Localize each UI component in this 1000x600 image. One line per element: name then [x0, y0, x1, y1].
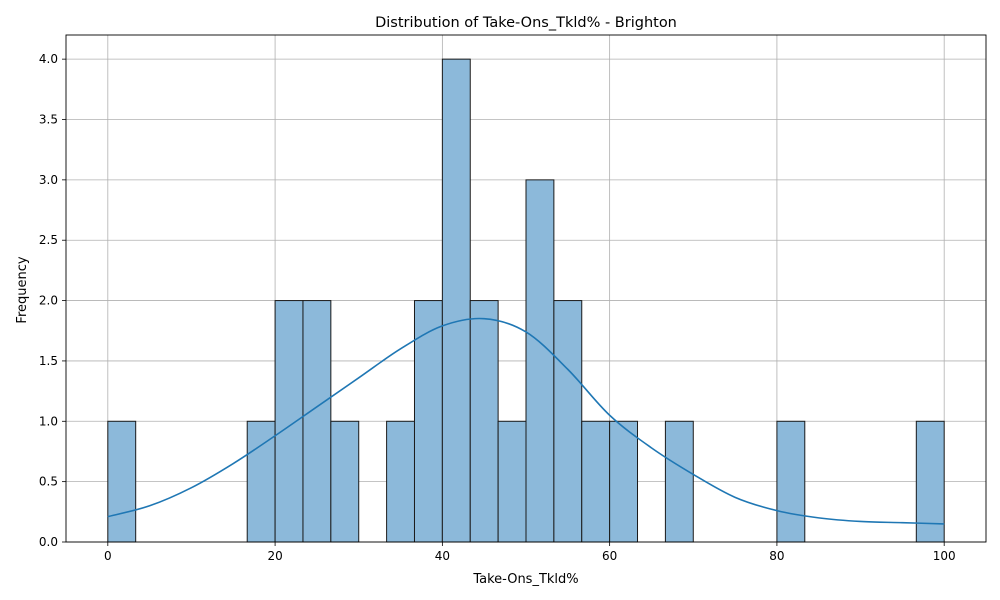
histogram-bar	[581, 420, 611, 543]
histogram-bar	[497, 420, 527, 543]
x-tick-label: 20	[267, 549, 282, 563]
y-tick-label: 0.0	[39, 535, 58, 549]
y-axis-label: Frequency	[15, 256, 30, 323]
plot-frame	[65, 34, 987, 543]
x-axis-label: Take-Ons_Tkld%	[472, 572, 578, 587]
histogram-bar	[664, 420, 694, 543]
histogram-bar	[609, 420, 639, 543]
axes-frame	[65, 34, 987, 543]
histogram-bar	[330, 420, 360, 543]
histogram-bar	[469, 300, 499, 543]
histogram-bar	[107, 420, 137, 543]
kde-curve	[107, 317, 945, 525]
y-tick-label: 0.5	[39, 475, 58, 489]
x-tick-label: 40	[435, 549, 450, 563]
x-tick-label: 0	[104, 549, 112, 563]
x-tick-label: 80	[769, 549, 784, 563]
histogram-bars	[107, 58, 945, 543]
chart-title: Distribution of Take-Ons_Tkld% - Brighto…	[375, 15, 677, 31]
x-tick-label: 100	[933, 549, 956, 563]
histogram-bar	[413, 300, 443, 543]
x-tick-label: 60	[602, 549, 617, 563]
histogram-bar	[776, 420, 806, 543]
histogram-bar	[525, 179, 555, 543]
histogram-bar	[274, 300, 304, 543]
histogram-bar	[915, 420, 945, 543]
y-tick-label: 3.5	[39, 113, 58, 127]
histogram-bar	[302, 300, 332, 543]
x-axis-ticks: 0 20 40 60 80 100	[104, 542, 956, 563]
kde-layer	[107, 317, 945, 525]
histogram-bar	[553, 300, 583, 543]
y-tick-label: 3.0	[39, 173, 58, 187]
histogram-bar	[386, 420, 415, 543]
y-axis-ticks: 0.0 0.5 1.0 1.5 2.0 2.5 3.0 3.5 4.0	[39, 52, 66, 549]
y-tick-label: 1.5	[39, 354, 58, 368]
y-tick-label: 2.5	[39, 233, 58, 247]
histogram-bar	[441, 58, 471, 543]
y-tick-label: 4.0	[39, 52, 58, 66]
y-tick-label: 1.0	[39, 414, 58, 428]
y-tick-label: 2.0	[39, 294, 58, 308]
